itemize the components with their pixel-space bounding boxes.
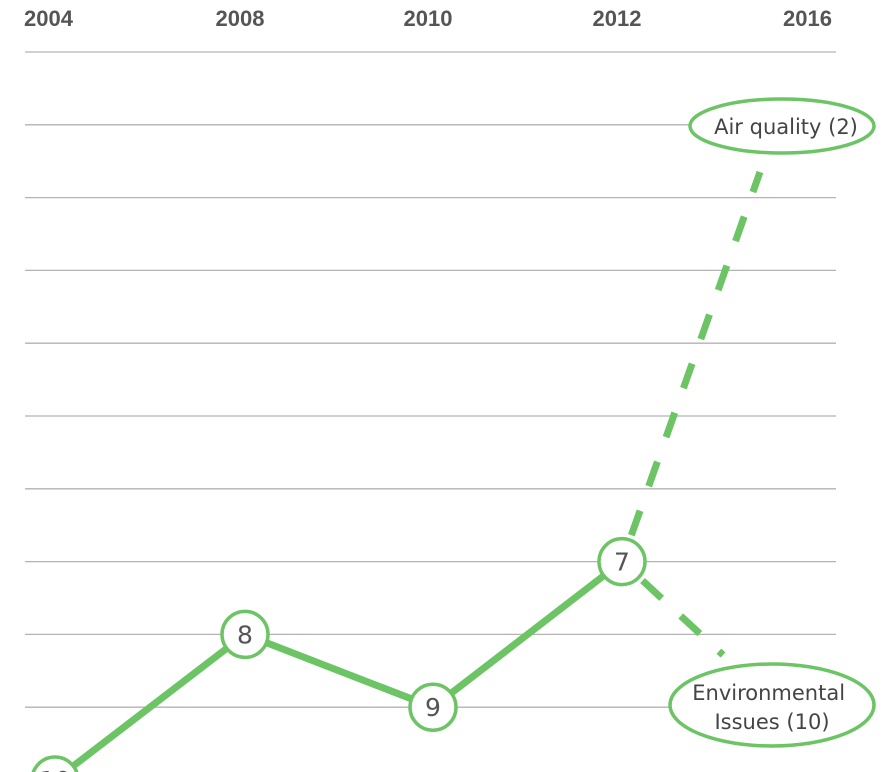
data-label: 10 bbox=[39, 766, 71, 772]
x-tick-label: 2010 bbox=[404, 6, 453, 31]
data-point bbox=[408, 682, 458, 732]
projection-callouts: Air quality (2) Environmental Issues (10… bbox=[668, 97, 876, 748]
series-line bbox=[59, 558, 626, 772]
data-point bbox=[31, 755, 79, 772]
data-label: 9 bbox=[425, 693, 441, 722]
air-quality-ellipse bbox=[688, 97, 876, 155]
x-tick-label: 2008 bbox=[216, 6, 265, 31]
projection-lines bbox=[628, 170, 764, 658]
environmental-issues-label-line-2: Issues (10) bbox=[714, 710, 829, 734]
x-axis: 2004 2008 2010 2012 2016 bbox=[24, 6, 832, 31]
environmental-issues-ellipse bbox=[668, 662, 876, 748]
air-quality-label: Air quality (2) bbox=[714, 115, 858, 139]
data-point bbox=[597, 536, 647, 587]
projection-dashed-line bbox=[628, 170, 764, 537]
data-label: 8 bbox=[237, 620, 253, 649]
gridlines bbox=[25, 51, 836, 708]
data-label: 7 bbox=[614, 548, 630, 577]
x-tick-label: 2004 bbox=[24, 6, 74, 31]
air-quality-callout: Air quality (2) bbox=[688, 97, 876, 155]
series-polyline bbox=[59, 558, 626, 772]
data-point bbox=[220, 609, 270, 660]
environmental-issues-label: Environmental Issues (10) bbox=[692, 681, 851, 734]
environmental-issues-label-line-1: Environmental bbox=[692, 681, 845, 705]
projection-dashed-line bbox=[640, 578, 726, 658]
environmental-issues-callout: Environmental Issues (10) bbox=[668, 662, 876, 748]
x-tick-label: 2016 bbox=[783, 6, 832, 31]
data-points: 10 8 9 7 bbox=[31, 536, 647, 772]
x-tick-label: 2012 bbox=[593, 6, 642, 31]
